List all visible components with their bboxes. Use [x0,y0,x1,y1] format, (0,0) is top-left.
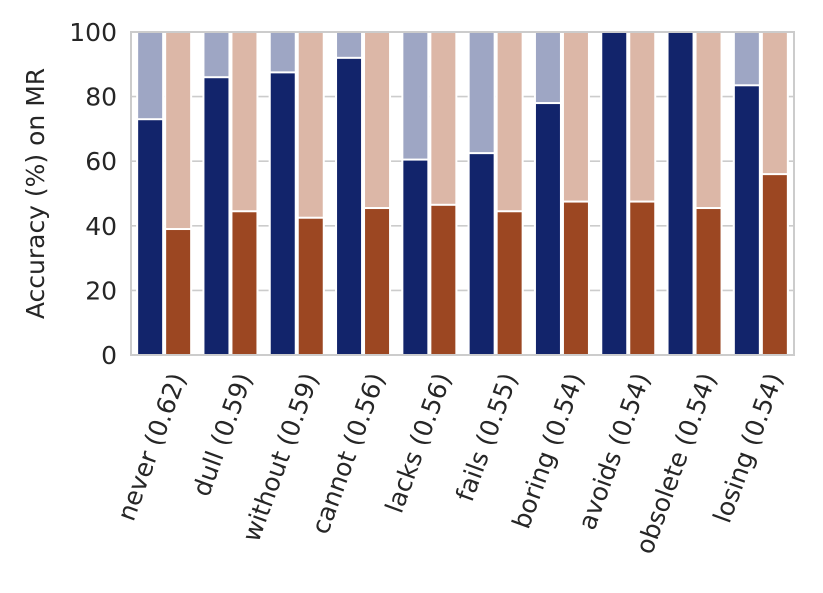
bars [136,31,789,357]
bar [268,71,297,356]
x-tick-label: fails (0.55) [450,369,523,505]
bar [600,31,629,356]
y-tick-label: 60 [85,147,117,176]
y-tick-label: 0 [101,341,117,370]
bar [202,76,231,356]
bar [164,228,193,356]
bar [694,207,723,356]
bar [136,118,165,356]
y-tick-labels: 0 20 40 60 80 100 [69,18,117,370]
y-tick-label: 40 [85,212,117,241]
x-tick-label: never (0.62) [112,369,192,524]
y-tick-label: 80 [85,83,117,112]
x-tick-label: dull (0.59) [187,369,258,500]
y-axis-label: Accuracy (%) on MR [21,68,50,319]
bar [561,200,590,356]
bar [335,56,364,357]
bar [230,210,259,356]
bar [429,203,458,356]
y-tick-label: 20 [85,276,117,305]
bar [401,158,430,356]
plot-frame [130,31,795,356]
bar [628,200,657,356]
bar [296,216,325,356]
bar [533,102,562,356]
bar [467,152,496,356]
x-tick-label: losing (0.54) [708,369,789,526]
x-tick-labels: never (0.62)dull (0.59)without (0.59)can… [112,369,789,558]
bar [363,207,392,356]
bar [732,84,761,356]
bar [666,31,695,356]
x-tick-label: lacks (0.56) [380,369,457,517]
y-tick-label: 100 [69,18,117,47]
bar [495,210,524,356]
bar [760,173,789,356]
